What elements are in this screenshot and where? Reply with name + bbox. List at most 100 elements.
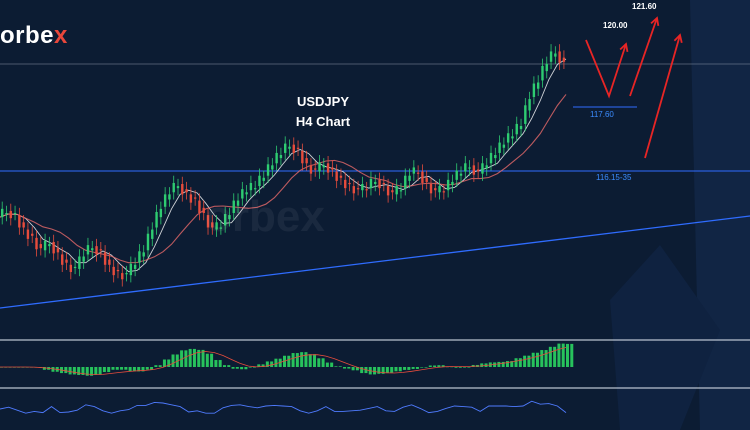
macd-histogram [0, 343, 574, 376]
candle-body [408, 175, 411, 181]
macd-histogram-bar [415, 367, 419, 369]
candle-body [129, 263, 133, 276]
candle-body [82, 256, 85, 262]
candle-body [228, 215, 231, 220]
candle-body [382, 182, 386, 185]
macd-histogram-bar [81, 367, 85, 376]
logo-text: orbe [0, 22, 55, 49]
candle-body [168, 194, 171, 200]
candlesticks [1, 44, 566, 287]
macd-histogram-bar [244, 367, 248, 370]
macd-histogram-bar [437, 365, 441, 367]
macd-histogram-bar [111, 367, 115, 370]
candle-body [374, 181, 377, 184]
macd-histogram-bar [566, 343, 569, 367]
candle-body [253, 188, 257, 190]
macd-histogram-bar [497, 361, 501, 367]
macd-histogram-bar [300, 352, 304, 367]
candle-body [528, 99, 531, 111]
chart-title: USDJPY H4 Chart [268, 92, 378, 132]
macd-histogram-bar [162, 359, 166, 367]
macd-histogram-bar [77, 367, 81, 376]
candle-body [519, 126, 523, 130]
candle-body [189, 194, 193, 203]
candle-body [545, 63, 548, 72]
macd-histogram-bar [394, 367, 398, 372]
candle-body [26, 229, 30, 239]
candle-body [378, 179, 381, 189]
candle-body [331, 167, 334, 170]
macd-histogram-bar [278, 358, 282, 367]
candle-body [425, 177, 428, 182]
candle-body [198, 200, 201, 213]
macd-histogram-bar [441, 365, 445, 367]
target-label-121: 121.60 [632, 2, 657, 11]
macd-signal-line [0, 347, 567, 376]
zone-label: 116.15-35 [596, 173, 632, 182]
candle-body [271, 165, 274, 170]
candle-body [5, 213, 8, 215]
macd-histogram-bar [557, 343, 561, 367]
projection-arrows [585, 16, 683, 159]
macd-histogram-bar [270, 361, 274, 367]
macd-histogram-bar [137, 367, 141, 372]
level-lines [0, 106, 750, 309]
candle-body [511, 136, 514, 139]
candle-body [524, 105, 527, 124]
candle-body [78, 256, 81, 269]
macd-histogram-bar [338, 366, 342, 367]
background-decoration [610, 0, 750, 430]
candle-body [464, 163, 467, 172]
macd-histogram-bar [458, 367, 462, 368]
candle-body [301, 150, 304, 164]
candle-body [515, 123, 518, 135]
candle-body [279, 155, 283, 159]
rsi-indicator-line [0, 400, 567, 414]
macd-histogram-bar [265, 361, 269, 367]
candle-body [52, 242, 55, 254]
candle-body [275, 152, 278, 164]
candle-body [476, 169, 480, 172]
macd-histogram-bar [424, 367, 428, 368]
macd-histogram-bar [355, 367, 359, 371]
candle-body [163, 194, 167, 207]
macd-histogram-bar [523, 355, 527, 367]
macd-histogram-bar [295, 353, 299, 367]
macd-histogram-bar [231, 367, 235, 369]
macd-histogram-bar [334, 366, 338, 367]
candle-body [502, 144, 506, 148]
candle-body [412, 167, 416, 174]
candle-body [468, 167, 471, 169]
candle-body [121, 273, 124, 280]
target-label-120: 120.00 [603, 21, 628, 30]
macd-histogram-bar [235, 367, 239, 369]
macd-histogram-bar [257, 364, 261, 367]
ascending-trendline [0, 215, 750, 309]
macd-histogram-bar [124, 367, 128, 370]
macd-histogram-bar [428, 365, 432, 367]
panel-dividers [0, 63, 750, 389]
candle-body [481, 163, 484, 174]
macd-histogram-bar [561, 343, 565, 367]
macd-histogram-bar [360, 367, 364, 374]
projection-arrow-to-121-head [650, 16, 660, 27]
macd-histogram-bar [51, 367, 55, 372]
macd-histogram-bar [407, 367, 411, 370]
candle-body [339, 175, 343, 178]
macd-histogram-bar [317, 358, 321, 367]
candle-body [211, 222, 214, 228]
candle-body [142, 252, 145, 257]
candle-body [56, 248, 60, 253]
candle-body [258, 175, 261, 187]
candle-body [48, 244, 51, 247]
candle-body [429, 184, 433, 194]
brand-logo: orbex [0, 22, 68, 50]
candle-body [494, 155, 497, 159]
candle-body [86, 245, 90, 255]
macd-histogram-bar [321, 358, 325, 367]
macd-histogram-bar [343, 367, 347, 369]
candle-body [133, 264, 137, 269]
macd-histogram-bar [433, 365, 437, 367]
candle-body [146, 233, 150, 251]
macd-histogram-bar [510, 361, 514, 367]
